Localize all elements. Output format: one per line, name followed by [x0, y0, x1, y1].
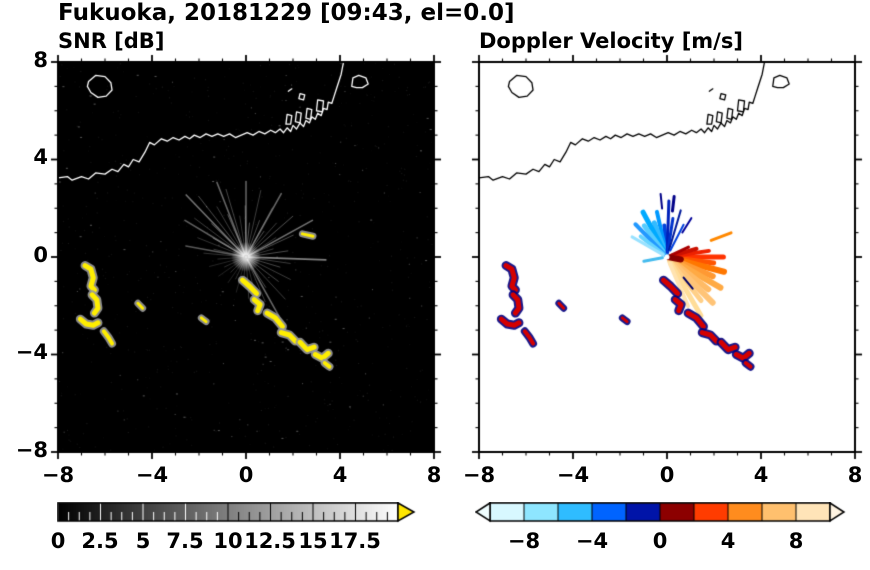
velocity-colorbar-label: 0: [652, 529, 668, 553]
velocity-panel-title: Doppler Velocity [m/s]: [479, 29, 743, 53]
snr-colorbar-label: 7.5: [166, 529, 204, 553]
snr-panel-title: SNR [dB]: [58, 29, 165, 53]
x-tick-label: −8: [41, 463, 75, 487]
snr-colorbar-label: 10: [213, 529, 243, 553]
snr-colorbar-label: 0: [50, 529, 66, 553]
x-tick-label: 8: [426, 463, 442, 487]
snr-colorbar-label: 2.5: [81, 529, 119, 553]
x-tick-label: 4: [753, 463, 769, 487]
y-tick-label: 4: [33, 145, 48, 169]
snr-colorbar-label: 5: [135, 529, 151, 553]
velocity-colorbar-label: −4: [575, 529, 609, 553]
y-tick-label: −8: [15, 438, 48, 462]
snr-colorbar-label: 12.5: [244, 529, 296, 553]
y-tick-label: −4: [15, 340, 48, 364]
x-tick-label: 8: [847, 463, 863, 487]
x-tick-label: −4: [556, 463, 590, 487]
y-tick-label: 0: [33, 243, 48, 267]
velocity-plot-canvas: [469, 52, 865, 462]
velocity-colorbar: [475, 502, 847, 524]
snr-colorbar: [57, 502, 429, 524]
x-tick-label: 0: [238, 463, 254, 487]
y-tick-label: 8: [33, 48, 48, 72]
x-tick-label: 0: [659, 463, 675, 487]
velocity-colorbar-label: 4: [720, 529, 736, 553]
snr-plot-canvas: [48, 52, 444, 462]
snr-colorbar-label: 15: [298, 529, 328, 553]
snr-colorbar-label: 17.5: [329, 529, 381, 553]
x-tick-label: −4: [135, 463, 169, 487]
x-tick-label: 4: [332, 463, 348, 487]
figure-title: Fukuoka, 20181229 [09:43, el=0.0]: [58, 0, 515, 26]
velocity-colorbar-label: −8: [507, 529, 541, 553]
x-tick-label: −8: [462, 463, 496, 487]
velocity-colorbar-label: 8: [788, 529, 804, 553]
